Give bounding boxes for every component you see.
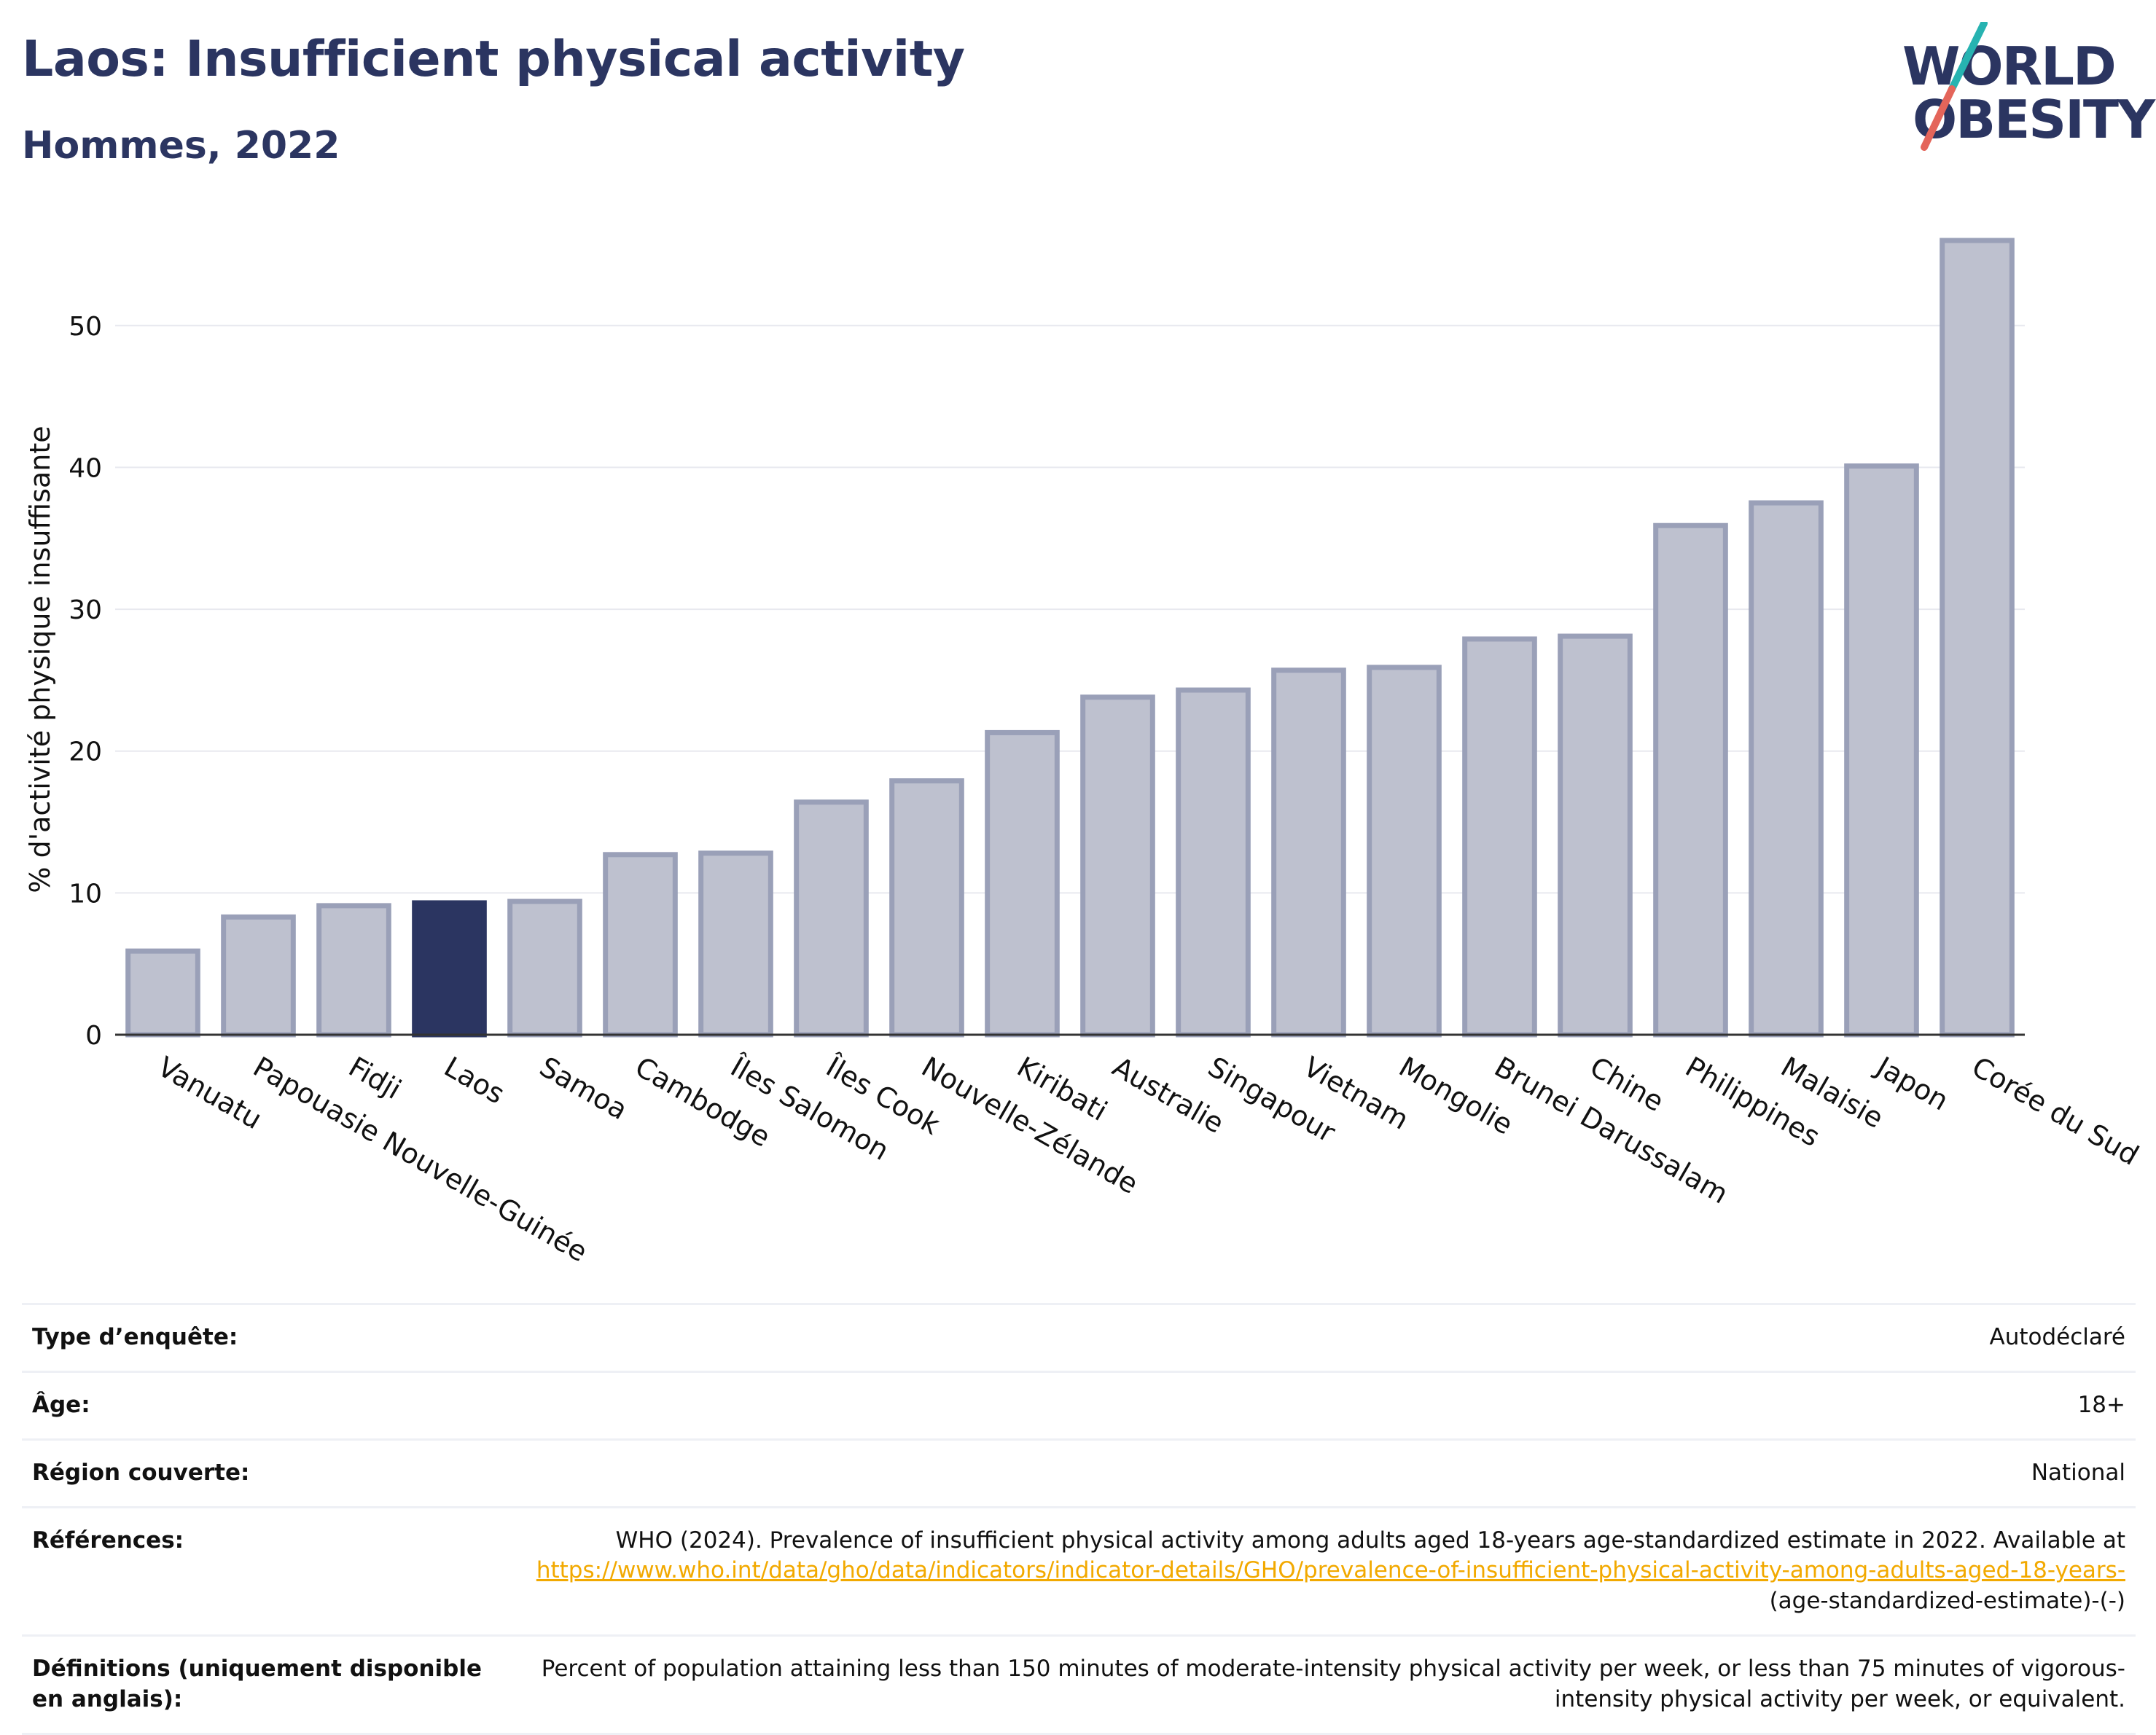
region-label: Région couverte: <box>22 1438 509 1508</box>
age-value: 18+ <box>509 1370 2136 1440</box>
references-value: WHO (2024). Prevalence of insufficient p… <box>509 1505 2136 1636</box>
definitions-label: Définitions (uniquement disponible en an… <box>22 1634 509 1735</box>
y-tick-label: 40 <box>69 453 102 483</box>
y-tick-label: 10 <box>69 879 102 909</box>
definitions-value: Percent of population attaining less tha… <box>509 1634 2136 1735</box>
x-tick-label: Vanuatu <box>152 1051 267 1135</box>
bar-nouvelle-z-lande[interactable] <box>889 778 964 1038</box>
info-row-definitions: Définitions (uniquement disponible en an… <box>22 1634 2136 1735</box>
survey-type-value: Autodéclaré <box>509 1303 2136 1372</box>
y-tick-label: 0 <box>85 1021 102 1051</box>
bar--les-cook[interactable] <box>794 799 869 1038</box>
bar-cambodge[interactable] <box>603 852 678 1038</box>
bar-cor-e-du-sud[interactable] <box>1940 238 2015 1038</box>
info-row-references: Références: WHO (2024). Prevalence of in… <box>22 1505 2136 1636</box>
bar-singapour[interactable] <box>1176 687 1251 1038</box>
bar-philippines[interactable] <box>1653 522 1728 1038</box>
logo-line2: OBESITY <box>1913 89 2155 150</box>
y-tick-label: 20 <box>69 737 102 767</box>
logo-slash-icon <box>1921 22 1988 151</box>
bar-chine[interactable] <box>1558 633 1633 1038</box>
region-value: National <box>509 1438 2136 1508</box>
bar-vanuatu[interactable] <box>125 948 200 1038</box>
x-tick-label: Laos <box>439 1051 510 1111</box>
bar-papouasie-nouvelle-guin-e[interactable] <box>221 914 296 1038</box>
x-tick-label: Fidji <box>343 1051 407 1106</box>
info-row-survey: Type d’enquête: Autodéclaré <box>22 1303 2136 1372</box>
info-row-region: Région couverte: National <box>22 1438 2136 1508</box>
bar-samoa[interactable] <box>507 898 582 1038</box>
info-row-age: Âge: 18+ <box>22 1370 2136 1440</box>
bar-brunei-darussalam[interactable] <box>1462 636 1537 1038</box>
y-tick-label: 50 <box>69 312 102 342</box>
reference-link[interactable]: https://www.who.int/data/gho/data/indica… <box>536 1557 2125 1584</box>
bar--les-salomon[interactable] <box>698 850 773 1038</box>
grid-lines <box>115 324 2025 894</box>
x-tick-label: Îles Salomon <box>724 1050 894 1167</box>
bar-vietnam[interactable] <box>1271 667 1346 1038</box>
references-label: Références: <box>22 1505 509 1636</box>
y-axis-label: % d'activité physique insuffisante <box>24 426 56 893</box>
bars <box>125 238 2015 1038</box>
bar-malaisie[interactable] <box>1749 500 1824 1038</box>
bar-australie[interactable] <box>1080 694 1155 1038</box>
x-tick-label: Samoa <box>534 1051 633 1127</box>
world-obesity-logo: WORLD OBESITY <box>1902 22 2155 153</box>
reference-text: WHO (2024). Prevalence of insufficient p… <box>615 1527 2125 1554</box>
bar-kiribati[interactable] <box>985 729 1060 1038</box>
x-tick-label: Papouasie Nouvelle-Guinée <box>248 1051 593 1269</box>
survey-type-label: Type d’enquête: <box>22 1303 509 1372</box>
age-label: Âge: <box>22 1370 509 1440</box>
chart-title: Laos: Insufficient physical activity <box>22 31 965 88</box>
y-tick-label: 30 <box>69 595 102 625</box>
logo-line1: WORLD <box>1902 36 2117 97</box>
info-table: Type d’enquête: Autodéclaré Âge: 18+ Rég… <box>22 1303 2136 1735</box>
x-tick-label: Corée du Sud <box>1966 1051 2144 1172</box>
bar-fidji[interactable] <box>316 903 391 1038</box>
chart-subtitle: Hommes, 2022 <box>22 124 340 168</box>
bar-mongolie[interactable] <box>1367 665 1442 1038</box>
bar-japon[interactable] <box>1844 463 1919 1038</box>
reference-tail: (age-standardized-estimate)-(-) <box>1769 1588 2125 1615</box>
bar-laos[interactable] <box>412 900 487 1038</box>
